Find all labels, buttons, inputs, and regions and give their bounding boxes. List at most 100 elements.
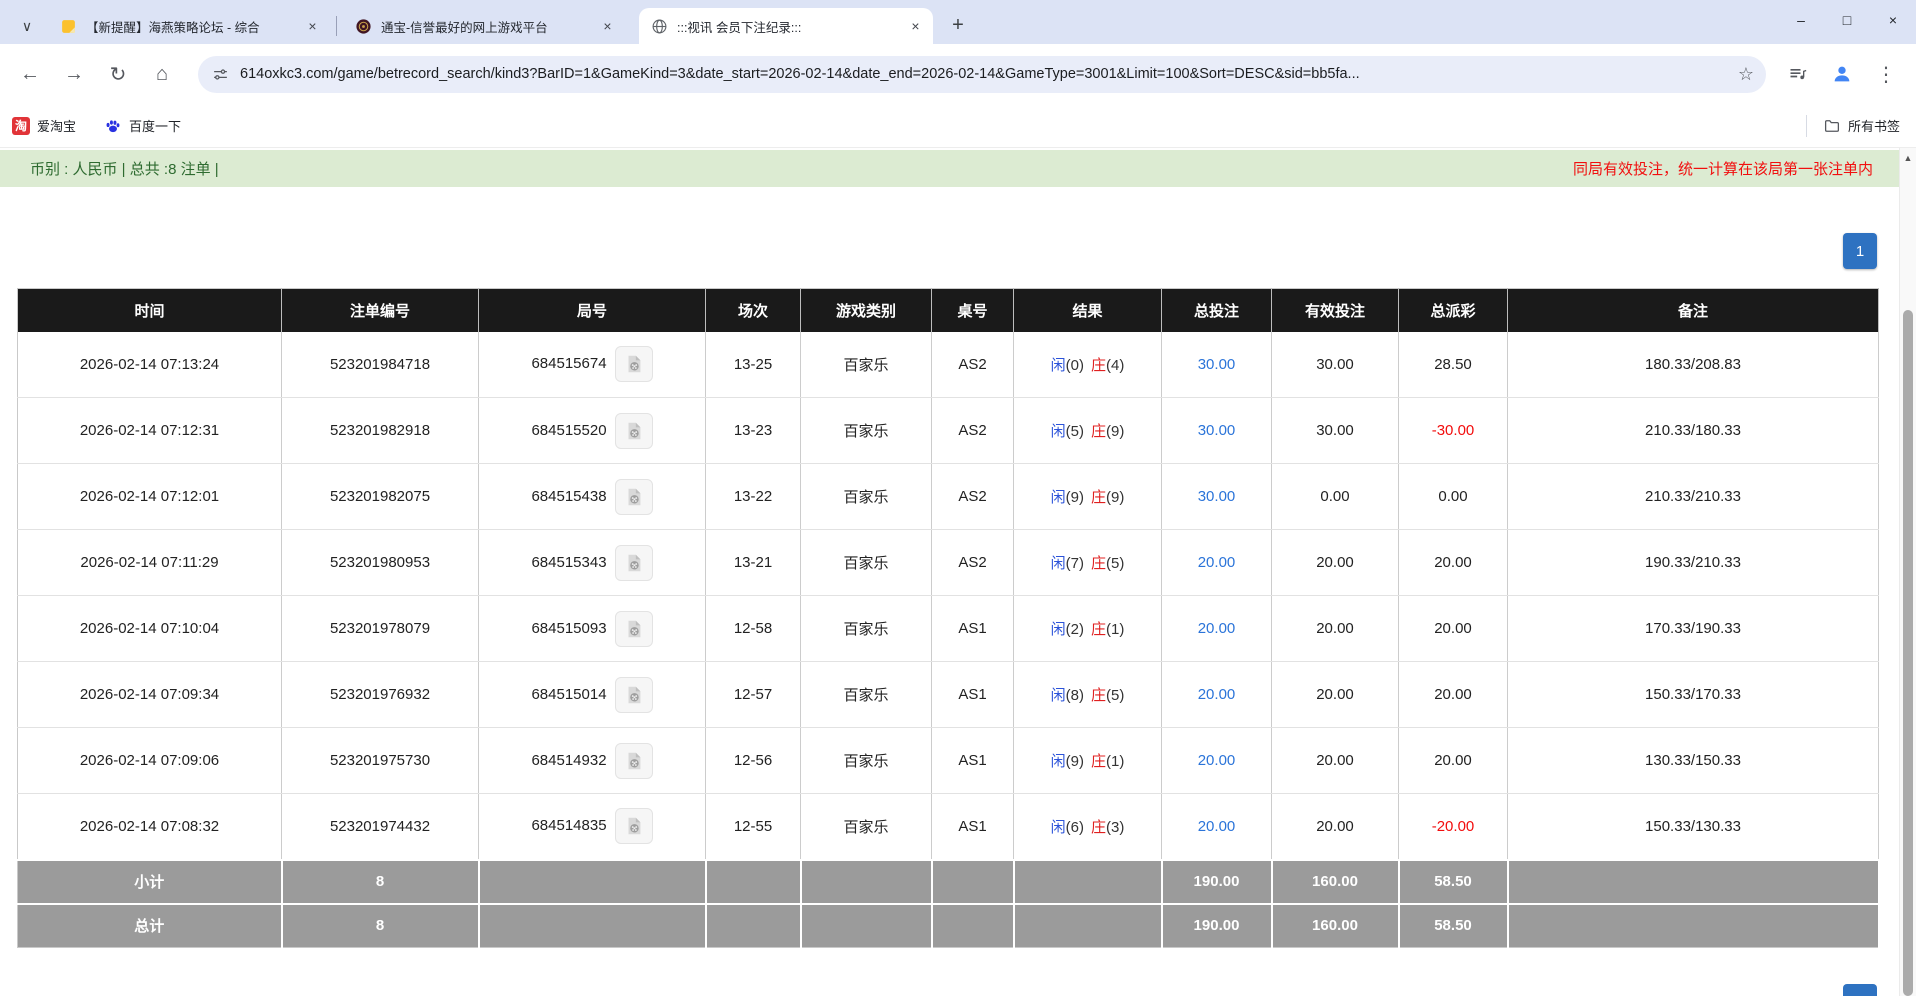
window-minimize-button[interactable]: – — [1778, 0, 1824, 40]
window-controls: – □ × — [1778, 0, 1916, 40]
payout: 20.00 — [1398, 595, 1508, 662]
browser-toolbar: ← → ↻ ⌂ 614oxkc3.com/game/betrecord_sear… — [0, 44, 1916, 104]
game-type: 百家乐 — [800, 661, 932, 728]
empty-cell — [800, 902, 933, 948]
bet-no: 523201975730 — [281, 727, 479, 794]
total-bet: 20.00 — [1161, 793, 1272, 860]
total-bet: 30.00 — [1161, 331, 1272, 398]
table-row: 2026-02-14 07:13:24 523201984718 6845156… — [17, 331, 1879, 398]
page-1-button[interactable]: 1 — [1843, 233, 1877, 269]
taobao-icon: 淘 — [12, 116, 30, 135]
all-bookmarks-button[interactable]: 所有书签 — [1823, 116, 1900, 135]
table-no: AS1 — [931, 595, 1014, 662]
total-valid-bet: 160.00 — [1271, 902, 1400, 948]
subtotal-payout: 58.50 — [1398, 858, 1509, 904]
scrollbar[interactable]: ▲ — [1899, 148, 1916, 996]
total-bet: 20.00 — [1161, 595, 1272, 662]
window-close-button[interactable]: × — [1870, 0, 1916, 40]
valid-bet: 20.00 — [1271, 727, 1399, 794]
col-result: 结果 — [1013, 288, 1162, 332]
site-settings-icon[interactable] — [212, 66, 229, 83]
result: 闲(6) 庄(3) — [1013, 793, 1162, 860]
bet-time: 2026-02-14 07:08:32 — [17, 793, 282, 860]
tab-2-title: 通宝-信誉最好的网上游戏平台 — [381, 20, 548, 35]
video-replay-button[interactable] — [614, 412, 653, 449]
url-text: 614oxkc3.com/game/betrecord_search/kind3… — [240, 66, 1360, 82]
total-bet: 20.00 — [1161, 661, 1272, 728]
back-icon[interactable]: ← — [10, 54, 50, 94]
address-bar[interactable]: 614oxkc3.com/game/betrecord_search/kind3… — [198, 55, 1766, 93]
subtotal-row: 小计 8 190.00 160.00 58.50 — [17, 858, 1880, 904]
col-bet-no: 注单编号 — [281, 288, 479, 332]
video-replay-button[interactable] — [614, 808, 653, 845]
video-replay-button[interactable] — [614, 346, 653, 383]
scrollbar-thumb[interactable] — [1903, 310, 1913, 996]
home-icon[interactable]: ⌂ — [142, 54, 182, 94]
video-replay-button[interactable] — [614, 676, 653, 713]
empty-cell — [1507, 858, 1880, 904]
table-no: AS1 — [931, 793, 1014, 860]
col-note: 备注 — [1507, 288, 1879, 332]
empty-cell — [478, 858, 707, 904]
scroll-up-arrow-icon[interactable]: ▲ — [1903, 153, 1913, 163]
bookmark-label: 百度一下 — [129, 119, 182, 134]
bet-no: 523201984718 — [281, 331, 479, 398]
bet-no: 523201976932 — [281, 661, 479, 728]
bookmark-label: 爱淘宝 — [37, 119, 77, 134]
valid-bet: 20.00 — [1271, 529, 1399, 596]
round-no: 684514932 — [478, 727, 706, 794]
profile-avatar-icon[interactable] — [1822, 54, 1862, 94]
pagination-row: 1 — [0, 233, 1916, 269]
media-controls-icon[interactable] — [1778, 54, 1818, 94]
video-replay-button[interactable] — [614, 478, 653, 515]
tab-2-close-icon[interactable]: × — [603, 18, 612, 34]
col-total-bet: 总投注 — [1161, 288, 1272, 332]
tab-3-close-icon[interactable]: × — [911, 18, 920, 34]
tab-3-active[interactable]: :::视讯 会员下注纪录::: × — [639, 8, 933, 44]
result: 闲(8) 庄(5) — [1013, 661, 1162, 728]
valid-bet: 0.00 — [1271, 463, 1399, 530]
tab-search-chevron-icon[interactable]: ∨ — [21, 17, 33, 34]
valid-bet: 30.00 — [1271, 397, 1399, 464]
bet-time: 2026-02-14 07:09:06 — [17, 727, 282, 794]
video-replay-button[interactable] — [614, 742, 653, 779]
bottom-page-1-button[interactable] — [1843, 984, 1877, 996]
window-maximize-button[interactable]: □ — [1824, 0, 1870, 40]
total-bet: 20.00 — [1161, 727, 1272, 794]
session: 13-22 — [705, 463, 801, 530]
col-payout: 总派彩 — [1398, 288, 1508, 332]
video-replay-button[interactable] — [614, 610, 653, 647]
result: 闲(9) 庄(1) — [1013, 727, 1162, 794]
reload-icon[interactable]: ↻ — [98, 54, 138, 94]
forward-icon[interactable]: → — [54, 54, 94, 94]
bookmark-taobao[interactable]: 淘 爱淘宝 — [12, 116, 76, 135]
game-type: 百家乐 — [800, 529, 932, 596]
result: 闲(2) 庄(1) — [1013, 595, 1162, 662]
session: 12-58 — [705, 595, 801, 662]
session: 13-21 — [705, 529, 801, 596]
bet-time: 2026-02-14 07:12:01 — [17, 463, 282, 530]
bookmark-baidu[interactable]: 百度一下 — [104, 116, 181, 135]
note: 210.33/210.33 — [1507, 463, 1879, 530]
globe-icon — [651, 18, 668, 35]
result: 闲(9) 庄(9) — [1013, 463, 1162, 530]
result: 闲(0) 庄(4) — [1013, 331, 1162, 398]
tab-1[interactable]: 【新提醒】海燕策略论坛 - 综合 × — [48, 8, 330, 44]
game-type: 百家乐 — [800, 595, 932, 662]
table-no: AS1 — [931, 727, 1014, 794]
bet-time: 2026-02-14 07:09:34 — [17, 661, 282, 728]
browser-menu-icon[interactable]: ⋮ — [1866, 54, 1906, 94]
bookmark-star-icon[interactable]: ☆ — [1737, 63, 1754, 84]
empty-cell — [1013, 858, 1163, 904]
video-replay-button[interactable] — [614, 544, 653, 581]
result: 闲(7) 庄(5) — [1013, 529, 1162, 596]
bet-no: 523201974432 — [281, 793, 479, 860]
table-header-row: 时间 注单编号 局号 场次 游戏类别 桌号 结果 总投注 有效投注 总派彩 备注 — [17, 288, 1879, 332]
total-label: 总计 — [17, 902, 283, 948]
tab-1-close-icon[interactable]: × — [308, 18, 317, 34]
table-row: 2026-02-14 07:09:34 523201976932 6845150… — [17, 661, 1879, 728]
tab-2[interactable]: 通宝-信誉最好的网上游戏平台 × — [343, 8, 625, 44]
tab-divider — [336, 16, 337, 36]
note: 210.33/180.33 — [1507, 397, 1879, 464]
new-tab-button[interactable]: + — [952, 13, 964, 36]
